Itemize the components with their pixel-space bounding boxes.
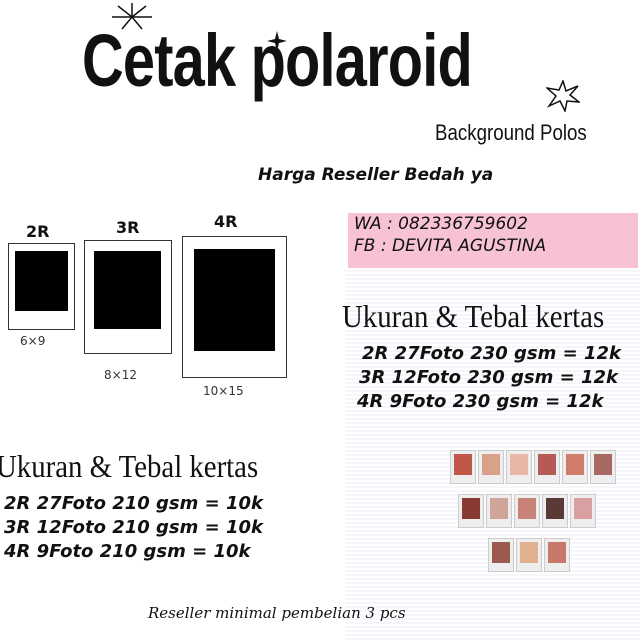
price-row: 2R 27Foto 230 gsm = 12k — [362, 343, 622, 364]
price-row: 3R 12Foto 230 gsm = 12k — [359, 367, 619, 388]
collage-polaroid — [488, 538, 514, 572]
price-row: 3R 12Foto 210 gsm = 10k — [4, 517, 264, 538]
photo-placeholder — [94, 251, 161, 329]
photo-placeholder — [194, 249, 275, 351]
pricing-list-230: 2R 27Foto 230 gsm = 12k 3R 12Foto 230 gs… — [357, 342, 622, 414]
collage-polaroid — [450, 450, 476, 484]
pricing-heading-230: Ukuran & Tebal kertas — [342, 298, 605, 334]
size-label-3r: 3R — [116, 218, 140, 237]
polaroid-collage-photo — [450, 450, 620, 585]
polaroid-frame-3r — [84, 240, 172, 354]
price-row: 4R 9Foto 230 gsm = 12k — [357, 391, 604, 412]
collage-polaroid — [542, 494, 568, 528]
collage-polaroid — [486, 494, 512, 528]
whatsapp-contact: WA : 082336759602 — [354, 214, 528, 234]
size-dims-2r: 6×9 — [20, 334, 46, 348]
collage-polaroid — [514, 494, 540, 528]
polaroid-frame-4r — [182, 236, 287, 378]
subtitle: Background Polos — [435, 120, 587, 145]
facebook-contact: FB : DEVITA AGUSTINA — [354, 236, 547, 256]
polaroid-frame-2r — [8, 243, 75, 330]
contact-box: WA : 082336759602 FB : DEVITA AGUSTINA — [348, 213, 638, 268]
size-label-4r: 4R — [214, 212, 238, 231]
size-dims-3r: 8×12 — [104, 368, 137, 382]
collage-polaroid — [506, 450, 532, 484]
footer-note: Reseller minimal pembelian 3 pcs — [148, 604, 406, 622]
collage-polaroid — [590, 450, 616, 484]
collage-polaroid — [544, 538, 570, 572]
starburst-icon — [546, 80, 580, 112]
collage-polaroid — [478, 450, 504, 484]
collage-polaroid — [516, 538, 542, 572]
firework-icon — [112, 3, 152, 30]
collage-polaroid — [458, 494, 484, 528]
page-title: Cetak polaroid — [82, 19, 473, 102]
pricing-heading-210: Ukuran & Tebal kertas — [0, 448, 259, 484]
collage-polaroid — [570, 494, 596, 528]
photo-placeholder — [15, 251, 68, 311]
price-row: 2R 27Foto 210 gsm = 10k — [4, 493, 264, 514]
collage-polaroid — [562, 450, 588, 484]
size-label-2r: 2R — [26, 222, 50, 241]
size-dims-4r: 10×15 — [203, 384, 244, 398]
pricing-list-210: 2R 27Foto 210 gsm = 10k 3R 12Foto 210 gs… — [4, 492, 263, 564]
collage-polaroid — [534, 450, 560, 484]
price-row: 4R 9Foto 210 gsm = 10k — [4, 541, 251, 562]
tagline: Harga Reseller Bedah ya — [258, 165, 494, 185]
sparkle-icon — [267, 31, 287, 51]
